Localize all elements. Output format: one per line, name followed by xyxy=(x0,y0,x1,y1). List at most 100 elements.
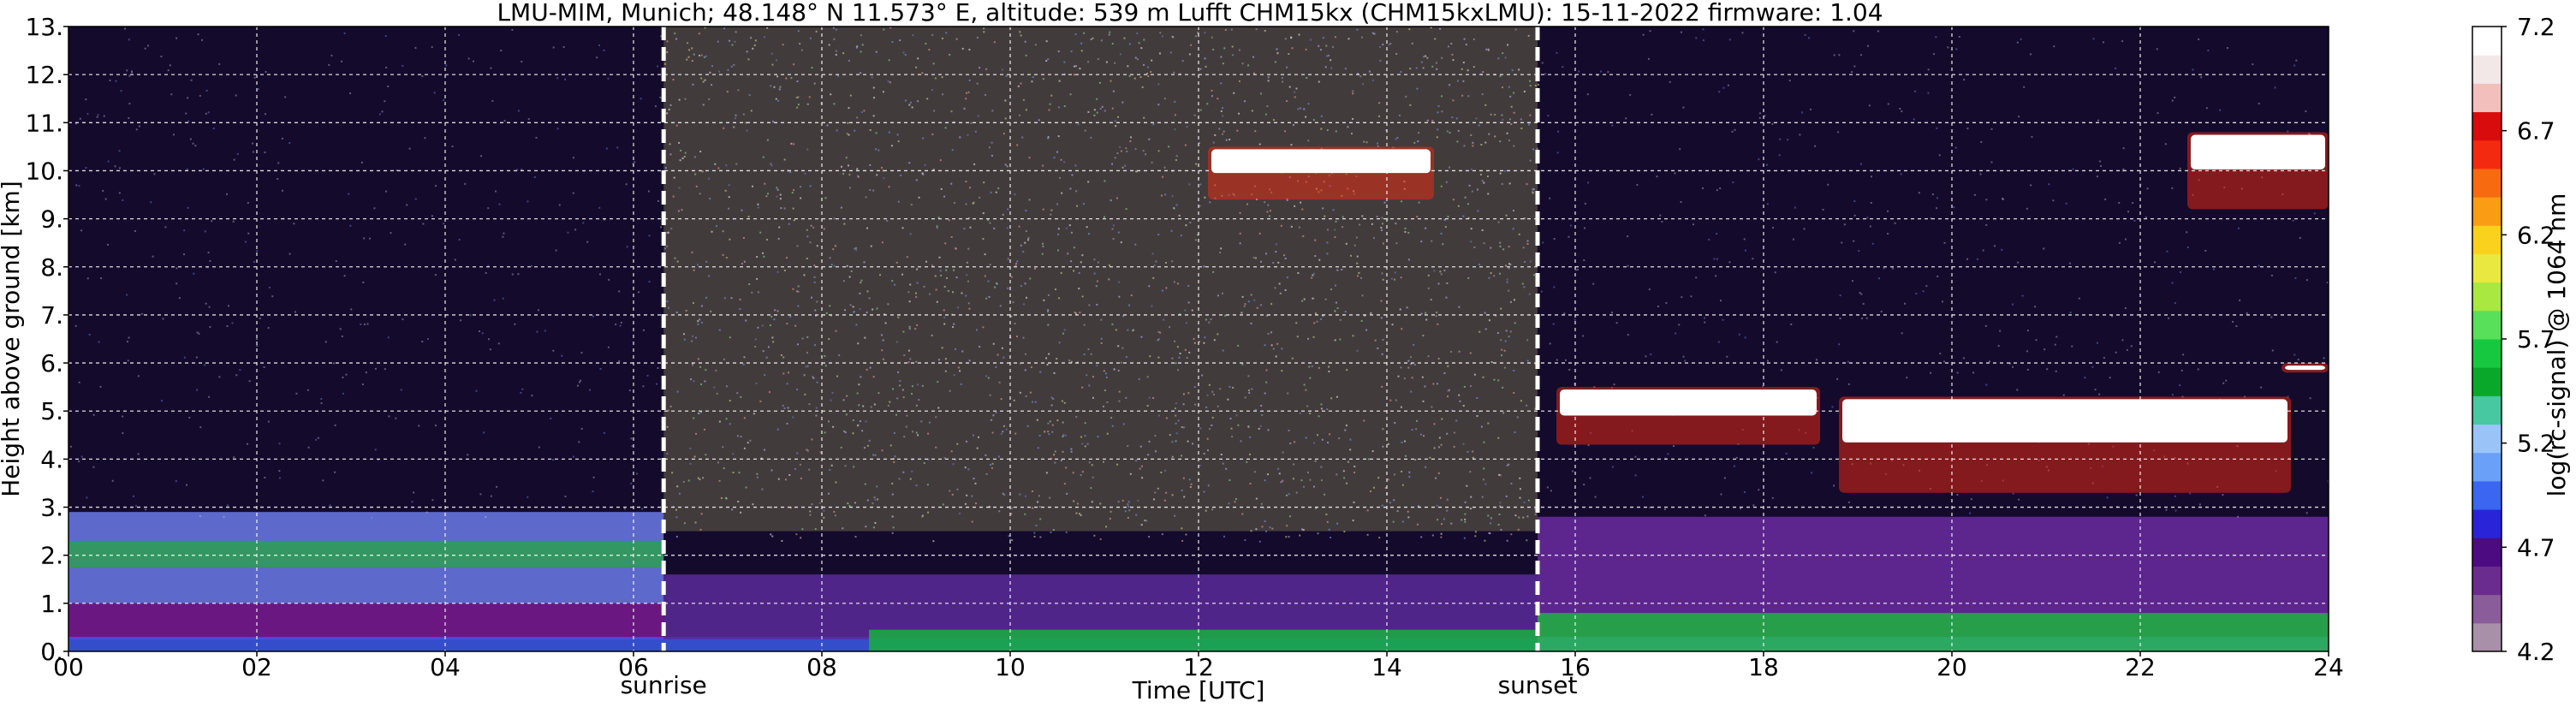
noise-speck xyxy=(1353,465,1356,467)
noise-speck xyxy=(1286,199,1288,201)
noise-speck xyxy=(1470,228,1472,230)
noise-speck xyxy=(676,260,679,263)
noise-speck xyxy=(841,165,843,168)
noise-speck xyxy=(1985,199,1988,201)
noise-speck xyxy=(1720,493,1722,496)
noise-speck xyxy=(830,93,832,96)
noise-speck xyxy=(921,72,924,74)
noise-speck xyxy=(771,63,774,66)
noise-speck xyxy=(699,411,702,413)
noise-speck xyxy=(1194,239,1197,241)
noise-speck xyxy=(1583,259,1585,262)
noise-speck xyxy=(1065,466,1068,469)
noise-speck xyxy=(646,374,649,377)
noise-speck xyxy=(1145,153,1147,156)
noise-speck xyxy=(1936,207,1938,210)
noise-speck xyxy=(1121,166,1124,169)
noise-speck xyxy=(1862,303,1865,306)
noise-speck xyxy=(1529,159,1532,162)
noise-speck xyxy=(1536,147,1538,150)
noise-speck xyxy=(1084,445,1086,448)
noise-speck xyxy=(374,367,377,370)
noise-speck xyxy=(197,33,199,36)
noise-speck xyxy=(1165,287,1168,289)
noise-speck xyxy=(1476,414,1478,417)
noise-speck xyxy=(1212,270,1215,273)
noise-speck xyxy=(1528,293,1531,295)
noise-speck xyxy=(907,361,910,364)
noise-speck xyxy=(1174,340,1176,342)
noise-speck xyxy=(1252,257,1255,259)
noise-speck xyxy=(1018,225,1020,228)
noise-speck xyxy=(1058,297,1061,300)
noise-speck xyxy=(1466,450,1469,453)
noise-speck xyxy=(735,31,737,33)
noise-speck xyxy=(1231,436,1234,438)
noise-speck xyxy=(1271,527,1274,530)
noise-speck xyxy=(1335,301,1337,304)
layer-noise-day xyxy=(663,27,1538,532)
noise-speck xyxy=(924,163,926,166)
noise-speck xyxy=(1087,181,1090,183)
noise-speck xyxy=(2237,515,2240,518)
noise-speck xyxy=(1497,437,1500,439)
noise-speck xyxy=(1295,322,1298,324)
noise-speck xyxy=(1217,405,1219,407)
noise-speck xyxy=(1474,531,1477,533)
noise-speck xyxy=(1520,400,1522,402)
x-tick-label: 22 xyxy=(2125,653,2156,681)
noise-speck xyxy=(1105,61,1108,63)
noise-speck xyxy=(1074,312,1076,314)
noise-speck xyxy=(1513,299,1515,301)
noise-speck xyxy=(1966,128,1969,130)
noise-speck xyxy=(1469,471,1472,473)
noise-speck xyxy=(467,454,469,456)
noise-speck xyxy=(592,315,594,318)
noise-speck xyxy=(1997,345,2000,348)
noise-speck xyxy=(1264,479,1266,482)
noise-speck xyxy=(657,199,659,202)
noise-speck xyxy=(1151,59,1153,62)
noise-speck xyxy=(870,406,872,408)
noise-speck xyxy=(1478,124,1480,127)
noise-speck xyxy=(2294,276,2297,279)
noise-speck xyxy=(137,375,140,377)
noise-speck xyxy=(833,38,836,40)
noise-speck xyxy=(765,356,768,359)
noise-speck xyxy=(1382,278,1384,281)
noise-speck xyxy=(1155,260,1157,263)
noise-speck xyxy=(664,247,667,250)
noise-speck xyxy=(1471,190,1473,193)
noise-speck xyxy=(815,407,818,409)
noise-speck xyxy=(536,330,538,333)
colorbar-segment xyxy=(2472,622,2502,652)
noise-speck xyxy=(1611,124,1614,127)
noise-speck xyxy=(799,43,801,45)
noise-speck xyxy=(944,370,947,372)
noise-speck xyxy=(363,323,366,325)
noise-speck xyxy=(993,227,996,229)
noise-speck xyxy=(1450,522,1453,525)
noise-speck xyxy=(766,139,769,141)
noise-speck xyxy=(866,290,869,293)
noise-speck xyxy=(1032,507,1034,509)
noise-speck xyxy=(840,206,842,209)
noise-speck xyxy=(378,113,381,116)
noise-speck xyxy=(1291,357,1294,359)
noise-speck xyxy=(847,164,849,167)
noise-speck xyxy=(748,282,751,285)
noise-speck xyxy=(1173,71,1175,74)
noise-speck xyxy=(1259,425,1262,427)
noise-speck xyxy=(1293,463,1295,466)
noise-speck xyxy=(1282,80,1284,83)
noise-speck xyxy=(348,193,350,195)
noise-speck xyxy=(1439,27,1442,30)
noise-speck xyxy=(1472,66,1475,68)
noise-speck xyxy=(1222,462,1224,465)
noise-speck xyxy=(1229,478,1231,481)
noise-speck xyxy=(1409,356,1412,359)
noise-speck xyxy=(852,311,854,313)
noise-speck xyxy=(1252,56,1255,58)
noise-speck xyxy=(1234,498,1237,501)
noise-speck xyxy=(1098,81,1101,84)
